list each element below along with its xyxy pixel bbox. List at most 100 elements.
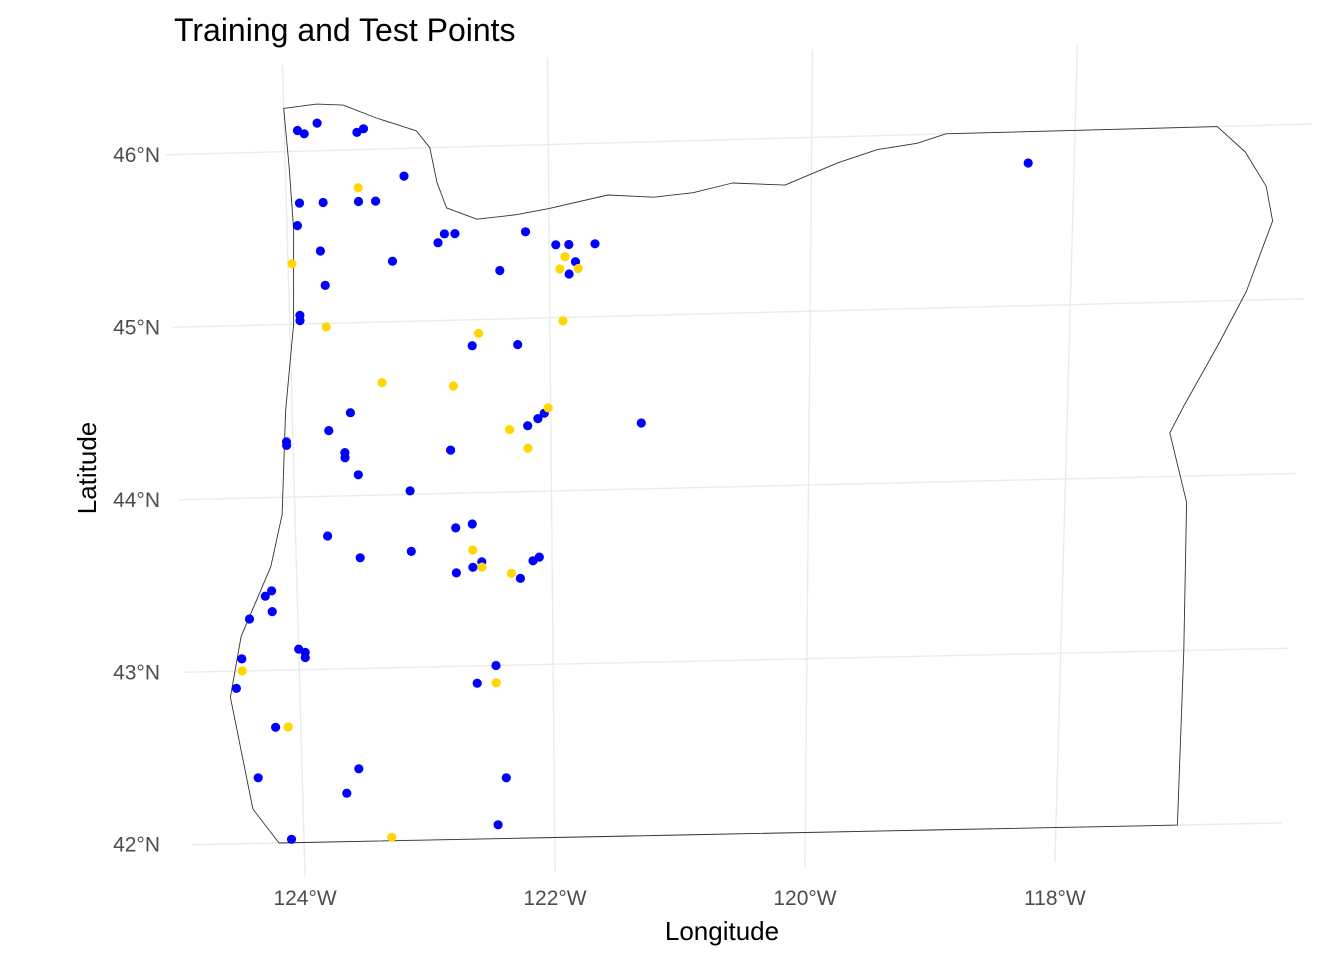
- test-point: [448, 381, 458, 391]
- training-point: [387, 256, 398, 266]
- y-axis-title: Latitude: [72, 422, 102, 515]
- test-point: [321, 322, 331, 332]
- training-point: [451, 523, 461, 533]
- meridian-gridline: [546, 57, 556, 873]
- test-point: [573, 263, 583, 274]
- training-point: [260, 591, 270, 601]
- oregon-state-outline: [229, 103, 1274, 844]
- training-point: [267, 607, 277, 617]
- training-point: [371, 196, 381, 206]
- parallel-gridline: [185, 647, 1290, 673]
- training-point: [231, 683, 241, 694]
- training-point: [282, 440, 292, 450]
- training-point: [513, 340, 523, 350]
- training-point: [253, 773, 263, 783]
- training-point: [358, 124, 369, 134]
- training-point: [312, 118, 322, 128]
- training-point: [324, 426, 334, 436]
- parallel-gridline: [172, 298, 1305, 328]
- training-point: [354, 764, 364, 774]
- training-point: [551, 240, 561, 250]
- test-point: [543, 403, 553, 413]
- graticule: [166, 43, 1313, 878]
- y-tick-label: 46°N: [113, 144, 160, 167]
- training-point: [515, 573, 526, 584]
- test-point: [287, 259, 297, 269]
- test-point: [560, 252, 570, 262]
- training-point: [300, 652, 310, 663]
- y-tick-label: 42°N: [113, 834, 160, 857]
- training-point: [523, 421, 533, 431]
- training-point: [315, 246, 325, 256]
- x-axis-ticks: 124°W 122°W 120°W 118°W: [273, 887, 1085, 910]
- x-tick-label: 120°W: [773, 887, 836, 910]
- training-point: [491, 660, 501, 671]
- training-point: [399, 171, 409, 181]
- training-point: [467, 341, 477, 351]
- training-point: [318, 197, 328, 208]
- test-point: [237, 666, 247, 676]
- test-point: [377, 378, 387, 388]
- training-point: [433, 238, 443, 248]
- y-tick-label: 44°N: [113, 489, 160, 512]
- training-point: [292, 221, 302, 231]
- training-point: [472, 678, 482, 688]
- training-point: [320, 280, 330, 290]
- training-point: [1023, 158, 1033, 168]
- meridian-gridline: [281, 65, 306, 878]
- training-point: [340, 453, 350, 463]
- training-point: [267, 586, 277, 596]
- training-point: [355, 553, 365, 563]
- test-point: [523, 443, 533, 453]
- training-point: [406, 546, 416, 557]
- x-tick-label: 118°W: [1024, 887, 1086, 910]
- y-axis-ticks: 42°N 43°N 44°N 45°N 46°N: [113, 144, 160, 857]
- x-tick-label: 124°W: [273, 887, 336, 910]
- training-point: [636, 418, 646, 428]
- training-point: [493, 820, 503, 830]
- training-point: [237, 654, 247, 664]
- training-point: [295, 316, 305, 326]
- test-point: [558, 316, 568, 326]
- test-point: [477, 562, 487, 572]
- training-point: [294, 198, 305, 208]
- training-point: [271, 722, 281, 732]
- test-point: [555, 264, 565, 274]
- parallel-gridline: [178, 472, 1297, 501]
- test-point: [491, 678, 501, 688]
- y-tick-label: 43°N: [113, 661, 160, 684]
- test-point: [505, 425, 515, 435]
- x-tick-label: 122°W: [523, 887, 586, 910]
- chart-title: Training and Test Points: [174, 12, 516, 48]
- test-point: [473, 328, 484, 338]
- meridian-gridline: [804, 50, 814, 868]
- training-point: [528, 556, 538, 566]
- test-point: [283, 722, 293, 732]
- training-point: [244, 614, 255, 624]
- x-axis-title: Longitude: [665, 916, 779, 946]
- meridian-gridline: [1054, 43, 1079, 863]
- training-point: [533, 414, 543, 424]
- training-point: [299, 129, 309, 139]
- training-point: [439, 229, 449, 239]
- training-point: [353, 470, 363, 480]
- training-point: [564, 239, 574, 250]
- test-point: [468, 545, 478, 555]
- training-point: [467, 519, 477, 529]
- training-point: [451, 568, 461, 578]
- training-point: [564, 269, 574, 279]
- training-point: [286, 834, 297, 844]
- training-point: [345, 408, 355, 418]
- training-point: [468, 562, 478, 572]
- test-point: [353, 183, 363, 193]
- y-tick-label: 45°N: [113, 316, 160, 339]
- training-point: [450, 229, 460, 239]
- training-point: [405, 486, 415, 496]
- training-point: [353, 196, 364, 207]
- training-point: [501, 773, 511, 783]
- training-point: [520, 227, 531, 237]
- training-point: [495, 265, 505, 276]
- training-point: [446, 445, 456, 455]
- training-point: [590, 239, 600, 249]
